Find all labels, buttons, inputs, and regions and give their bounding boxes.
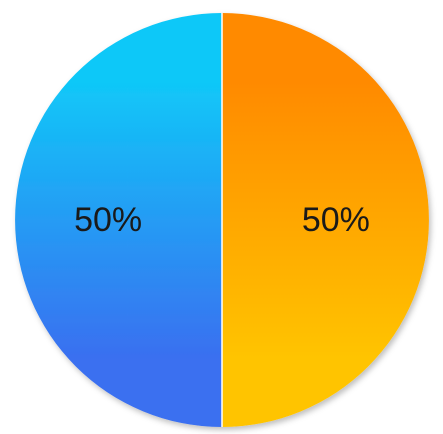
pie-slice-1 (15, 13, 223, 427)
pie-slice-0 (222, 13, 429, 427)
pie-slice-label-0: 50% (302, 201, 370, 239)
pie-slice-label-1: 50% (74, 201, 142, 239)
pie-labels: 50% 50% (74, 201, 370, 239)
pie-slices (15, 13, 429, 427)
